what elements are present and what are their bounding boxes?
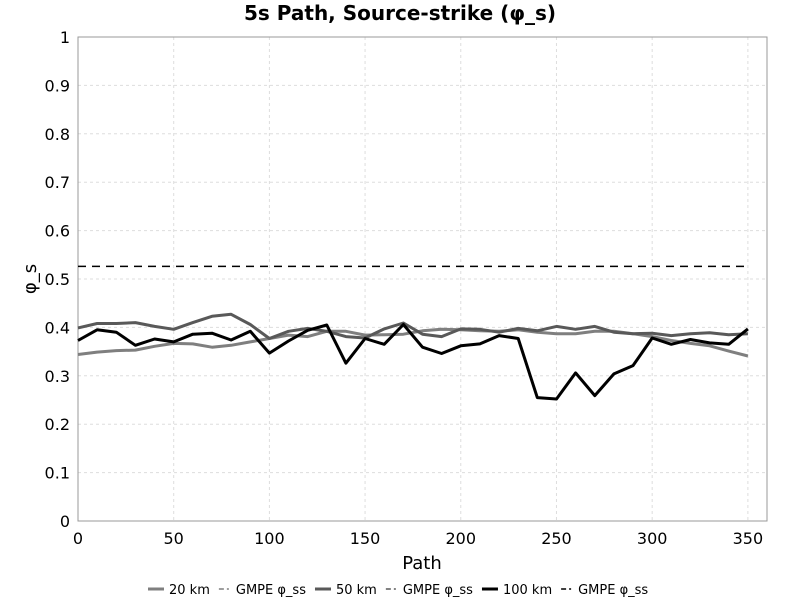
y-tick-label: 1 <box>60 28 70 47</box>
x-axis-title: Path <box>402 553 442 574</box>
legend-label: GMPE φ_ss <box>578 583 648 598</box>
legend-label: GMPE φ_ss <box>403 583 473 598</box>
series-line <box>77 312 748 340</box>
plot-area-frame <box>77 36 768 522</box>
y-tick-label: 0.3 <box>45 367 70 386</box>
series-line <box>77 323 749 401</box>
x-tick-label: 250 <box>541 529 572 548</box>
x-tick-label: 350 <box>733 529 764 548</box>
grid <box>77 36 767 522</box>
x-tick-label: 50 <box>164 529 184 548</box>
x-tick-label: 100 <box>254 529 285 548</box>
y-tick-label: 0.7 <box>45 173 70 192</box>
legend-label: 100 km <box>503 583 552 598</box>
y-tick-label: 0 <box>60 512 70 531</box>
y-tick-label: 0.2 <box>45 415 70 434</box>
y-tick-label: 0.5 <box>45 270 70 289</box>
x-tick-label: 300 <box>637 529 668 548</box>
legend-label: 20 km <box>169 583 210 598</box>
y-tick-label: 0.8 <box>45 125 70 144</box>
y-tick-label: 0.1 <box>45 464 70 483</box>
axis-ticks: 0 0.1 0.2 0.3 0.4 0.5 0.6 0.7 0.8 0.9 1 0 50 100 150 20… <box>45 28 764 548</box>
y-tick-label: 0.4 <box>45 318 70 337</box>
x-tick-label: 0 <box>73 529 83 548</box>
x-tick-label: 200 <box>446 529 477 548</box>
x-tick-label: 150 <box>350 529 381 548</box>
legend-label: GMPE φ_ss <box>236 583 306 598</box>
y-axis-title: φ_s <box>20 264 41 294</box>
legend-label: 50 km <box>336 583 377 598</box>
y-tick-label: 0.9 <box>45 76 70 95</box>
y-tick-label: 0.6 <box>45 222 70 241</box>
series-group <box>77 265 749 401</box>
legend: 20 km GMPE φ_ss 50 km GMPE φ_ss 100 km GMPE φ… <box>148 583 648 598</box>
chart-title: 5s Path, Source-strike (φ_s) <box>244 1 556 25</box>
